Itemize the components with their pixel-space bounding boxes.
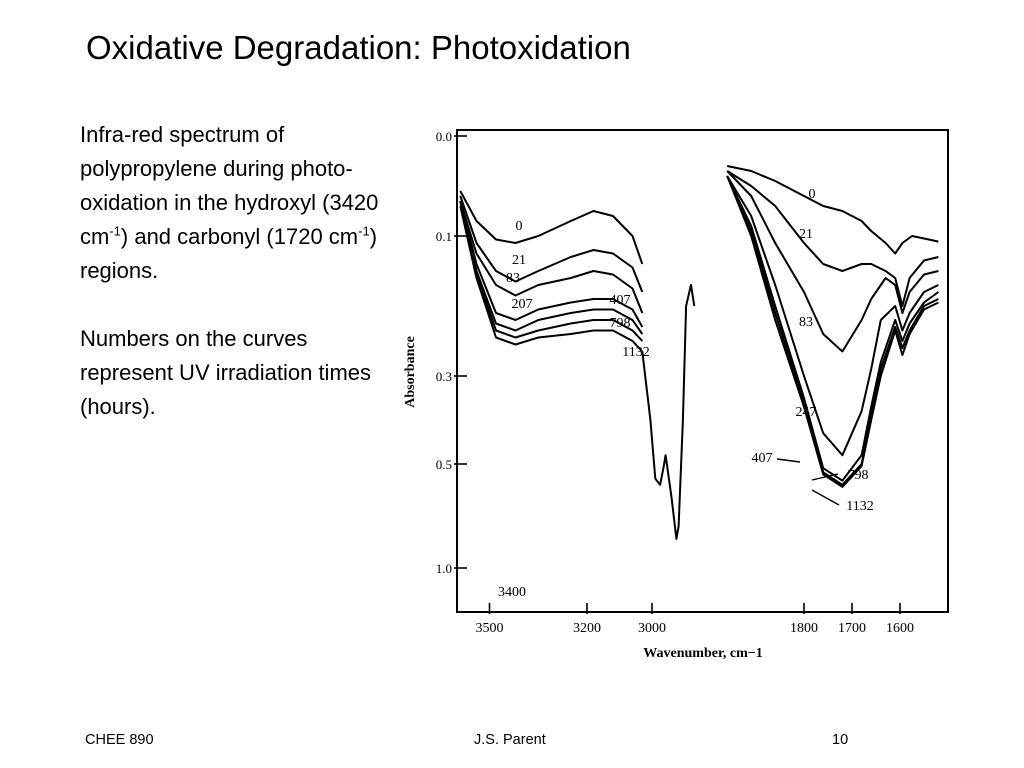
y-tick-label: 0.3 bbox=[436, 369, 452, 384]
y-tick-label: 0.5 bbox=[436, 457, 452, 472]
carbonyl-curve-label: 247 bbox=[796, 405, 817, 420]
x-tick-label: 3000 bbox=[638, 621, 666, 636]
description-paragraph: Infra-red spectrum of polypropylene duri… bbox=[80, 118, 400, 288]
hydroxyl-curve bbox=[459, 200, 644, 335]
hydroxyl-curve-label: 21 bbox=[512, 253, 526, 268]
carbonyl-curve-label: 21 bbox=[799, 227, 813, 242]
carbonyl-curve bbox=[726, 170, 939, 307]
labels-layer: 3400 0 0 21 21 83 83 207 247 407 407 798 798 1132 1132 bbox=[498, 187, 874, 600]
hydroxyl-curve-label: 798 bbox=[610, 316, 631, 331]
hydroxyl-curve-label: 0 bbox=[516, 219, 523, 234]
footer-author: J.S. Parent bbox=[474, 732, 546, 748]
x-tick-label: 1700 bbox=[838, 621, 866, 636]
leader-line bbox=[776, 458, 801, 463]
superscript-2: -1 bbox=[358, 223, 370, 239]
slide-title: Oxidative Degradation: Photoxidation bbox=[86, 29, 631, 66]
description-text-3: ) regions. bbox=[80, 224, 378, 283]
carbonyl-curve-label: 407 bbox=[752, 451, 773, 466]
superscript-1: -1 bbox=[109, 223, 121, 239]
carbonyl-curve bbox=[726, 170, 939, 353]
hydroxyl-curve bbox=[459, 200, 644, 328]
axes-layer: 0.0 0.1 0.3 0.5 1.0 3500 3200 3000 1800 1700 1600 W… bbox=[403, 129, 949, 661]
carbonyl-curve bbox=[726, 165, 939, 255]
y-tick-label: 0.1 bbox=[436, 229, 452, 244]
carbonyl-curve bbox=[726, 175, 939, 488]
hydroxyl-curve bbox=[459, 200, 644, 314]
hydroxyl-curve-label: 83 bbox=[506, 271, 520, 286]
x-tick-label: 1600 bbox=[886, 621, 914, 636]
ir-spectrum-chart: 0.0 0.1 0.3 0.5 1.0 3500 3200 3000 1800 1700 1600 W… bbox=[392, 118, 968, 670]
footer-course-code: CHEE 890 bbox=[85, 732, 154, 748]
hydroxyl-curve bbox=[459, 205, 644, 353]
carbonyl-curve-label: 83 bbox=[799, 315, 813, 330]
curves-layer bbox=[459, 165, 939, 540]
carbonyl-curve-label: 1132 bbox=[846, 499, 873, 514]
hydroxyl-curve bbox=[459, 200, 644, 342]
carbonyl-curve bbox=[726, 175, 939, 482]
hydroxyl-curve-label: 407 bbox=[610, 293, 631, 308]
x-tick-label: 3200 bbox=[573, 621, 601, 636]
y-tick-label: 1.0 bbox=[436, 561, 452, 576]
y-axis-title: Absorbance bbox=[403, 336, 418, 408]
slide-body: Infra-red spectrum of polypropylene duri… bbox=[80, 118, 400, 424]
description-text-1: Infra-red spectrum of polypropylene duri… bbox=[80, 122, 379, 249]
ir-spectrum-svg: 0.0 0.1 0.3 0.5 1.0 3500 3200 3000 1800 1700 1600 W… bbox=[403, 129, 949, 661]
x-axis-title: Wavenumber, cm−1 bbox=[643, 646, 762, 661]
x-tick-label: 1800 bbox=[790, 621, 818, 636]
plot-frame bbox=[456, 129, 949, 613]
hydroxyl-curve bbox=[459, 190, 644, 265]
ch-stretch-band bbox=[641, 284, 696, 540]
carbonyl-curve bbox=[726, 175, 939, 457]
annotation-3400: 3400 bbox=[498, 585, 526, 600]
carbonyl-curve-label: 0 bbox=[809, 187, 816, 202]
y-tick-label: 0.0 bbox=[436, 129, 452, 144]
footer-page-number: 10 bbox=[832, 732, 849, 748]
description-text-2: ) and carbonyl (1720 cm bbox=[120, 224, 359, 249]
hydroxyl-curve-label: 207 bbox=[512, 297, 533, 312]
carbonyl-curve-label: 798 bbox=[848, 468, 869, 483]
leader-line bbox=[811, 489, 840, 506]
curve-legend-paragraph: Numbers on the curves represent UV irrad… bbox=[80, 326, 372, 419]
x-tick-label: 3500 bbox=[476, 621, 504, 636]
leader-line bbox=[811, 473, 839, 481]
hydroxyl-curve-label: 1132 bbox=[622, 345, 649, 360]
hydroxyl-curve bbox=[459, 195, 644, 293]
